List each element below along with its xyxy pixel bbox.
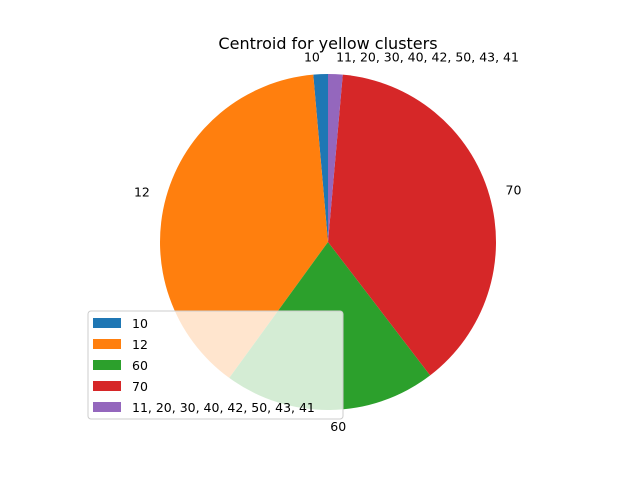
chart-title: Centroid for yellow clusters bbox=[218, 34, 437, 53]
legend-items: 10 12 60 70 11, 20, 30, 40, 42, 50, 43, 41 bbox=[93, 316, 315, 415]
pie-slice-3 bbox=[328, 74, 496, 376]
legend-label-4: 11, 20, 30, 40, 42, 50, 43, 41 bbox=[132, 400, 315, 415]
legend-swatch-0 bbox=[93, 318, 121, 328]
legend-box bbox=[87, 310, 344, 420]
legend-swatch-3 bbox=[93, 381, 121, 391]
slice-label-1: 12 bbox=[134, 185, 150, 200]
slice-label-3: 70 bbox=[506, 182, 522, 197]
legend-label-3: 70 bbox=[132, 379, 148, 394]
slice-label-4: 11, 20, 30, 40, 42, 50, 43, 41 bbox=[336, 49, 519, 64]
pie-slice-4 bbox=[328, 74, 343, 242]
slice-label-0: 10 bbox=[304, 49, 320, 64]
slice-label-2: 60 bbox=[330, 419, 346, 434]
pie-slice-1 bbox=[160, 74, 328, 378]
pie-slice-0 bbox=[313, 74, 328, 242]
pie-slice-labels: 10 12 60 70 11, 20, 30, 40, 42, 50, 43, 41 bbox=[134, 49, 521, 433]
legend-swatch-4 bbox=[93, 402, 121, 412]
legend-label-1: 12 bbox=[132, 337, 148, 352]
legend-swatch-1 bbox=[93, 339, 121, 349]
legend-label-0: 10 bbox=[132, 316, 148, 331]
legend-swatch-2 bbox=[93, 360, 121, 370]
legend-label-2: 60 bbox=[132, 358, 148, 373]
legend: 10 12 60 70 11, 20, 30, 40, 42, 50, 43, 41 bbox=[87, 310, 344, 420]
